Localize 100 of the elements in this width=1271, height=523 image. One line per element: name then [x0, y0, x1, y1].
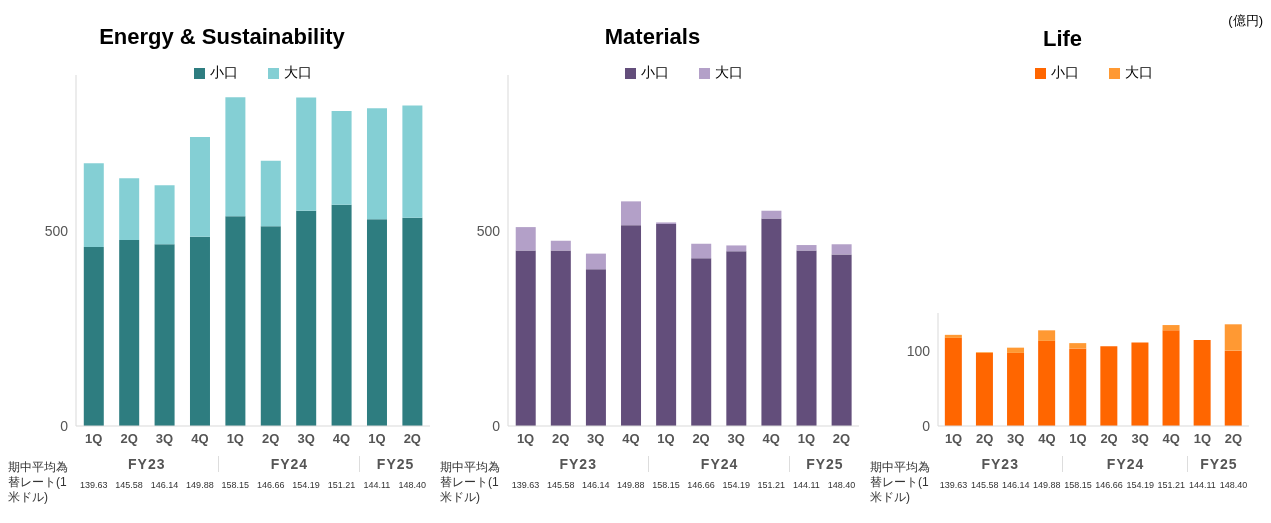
x-tick-label: 1Q [226, 431, 244, 447]
bar [119, 239, 140, 426]
bar [1131, 342, 1149, 426]
bar [1224, 324, 1242, 351]
bar [726, 245, 747, 252]
text: 146.66 [686, 480, 716, 490]
x-tick-label: 3Q [297, 431, 315, 447]
x-tick-label: 2Q [832, 431, 851, 447]
x-tick-label: 4Q [332, 431, 351, 447]
text: FY25 [788, 456, 860, 472]
y-tick-label: 100 [906, 342, 931, 359]
text: 151.21 [1156, 480, 1186, 490]
text: 148.40 [397, 480, 428, 490]
x-tick-label: 4Q [1038, 431, 1056, 447]
x-tick-label: 1Q [1069, 431, 1087, 447]
bar [1007, 352, 1025, 426]
bar [1100, 346, 1118, 426]
text: 151.21 [756, 480, 786, 490]
bar [402, 105, 423, 218]
x-tick-label: 2Q [262, 431, 280, 447]
text: 149.88 [185, 480, 215, 490]
bar [189, 236, 210, 426]
x-tick-label: 2Q [692, 431, 710, 447]
bar [402, 217, 423, 426]
text: 期中平均為替レート(1米ドル) [440, 460, 501, 505]
text: 144.11 [1187, 480, 1217, 490]
text: FY24 [1062, 456, 1188, 472]
text: 154.19 [721, 480, 751, 490]
text: 146.66 [1094, 480, 1124, 490]
x-tick-label: 2Q [1224, 431, 1243, 447]
text: 149.88 [1032, 480, 1062, 490]
text: 146.14 [149, 480, 180, 490]
x-tick-label: 1Q [657, 431, 675, 447]
x-tick-label: 4Q [762, 431, 780, 447]
bar [1224, 350, 1242, 426]
bar [550, 240, 571, 251]
bar [761, 218, 782, 426]
x-tick-label: 3Q [587, 431, 605, 447]
x-tick-label: 4Q [191, 431, 209, 447]
x-tick-label: 2Q [1100, 431, 1118, 447]
y-tick-label: 0 [60, 417, 69, 434]
text: 158.15 [1063, 480, 1093, 490]
legend-label: 小口 [210, 64, 238, 82]
text: 158.15 [651, 480, 681, 490]
text: 158.15 [220, 480, 251, 490]
text: 151.21 [326, 480, 357, 490]
bar [515, 250, 536, 426]
text: 154.19 [291, 480, 321, 490]
bar [1162, 330, 1180, 426]
x-tick-label: 3Q [155, 431, 174, 447]
bar [366, 219, 387, 426]
text: 146.14 [580, 480, 611, 490]
bar [1069, 348, 1087, 426]
bar [691, 243, 712, 259]
text: 146.66 [255, 480, 286, 490]
bar [796, 245, 817, 251]
x-tick-label: 4Q [622, 431, 640, 447]
x-tick-label: 3Q [1131, 431, 1149, 447]
bar [260, 160, 281, 227]
x-tick-label: 1Q [368, 431, 386, 447]
bar [1038, 340, 1056, 426]
bar [189, 137, 210, 237]
bar [154, 185, 175, 245]
bar [585, 269, 606, 426]
text: FY23 [558, 456, 598, 472]
text: 144.11 [362, 480, 392, 490]
x-tick-label: 4Q [1162, 431, 1180, 447]
chart-title: Energy & Sustainability [98, 24, 346, 50]
text: 139.63 [510, 480, 541, 490]
text: FY23 [980, 456, 1020, 472]
text: FY25 [359, 456, 431, 472]
x-tick-label: 1Q [944, 431, 963, 447]
bar [585, 253, 606, 270]
text: 145.58 [114, 480, 144, 490]
bar [1007, 347, 1025, 353]
bar [1069, 343, 1087, 349]
bar [331, 204, 352, 426]
text: 146.14 [1000, 480, 1031, 490]
bar [1038, 330, 1056, 341]
bar [975, 352, 993, 426]
bar [831, 244, 852, 255]
text: 期中平均為替レート(1米ドル) [870, 460, 931, 505]
text: 149.88 [616, 480, 646, 490]
legend-label: 大口 [714, 64, 743, 82]
x-tick-label: 2Q [975, 431, 994, 447]
legend-label: 大口 [284, 64, 312, 82]
y-tick-label: 0 [492, 417, 501, 434]
text: 148.40 [826, 480, 857, 490]
bar [83, 163, 104, 247]
bar [1193, 340, 1211, 426]
bar [550, 250, 571, 426]
bar [154, 244, 175, 426]
text: FY24 [648, 456, 790, 472]
text: FY24 [217, 456, 361, 472]
text: FY23 [127, 456, 167, 472]
bar [296, 97, 317, 211]
legend-label: 小口 [640, 64, 669, 82]
bar [691, 258, 712, 426]
bar [331, 110, 352, 205]
bar [296, 210, 317, 426]
